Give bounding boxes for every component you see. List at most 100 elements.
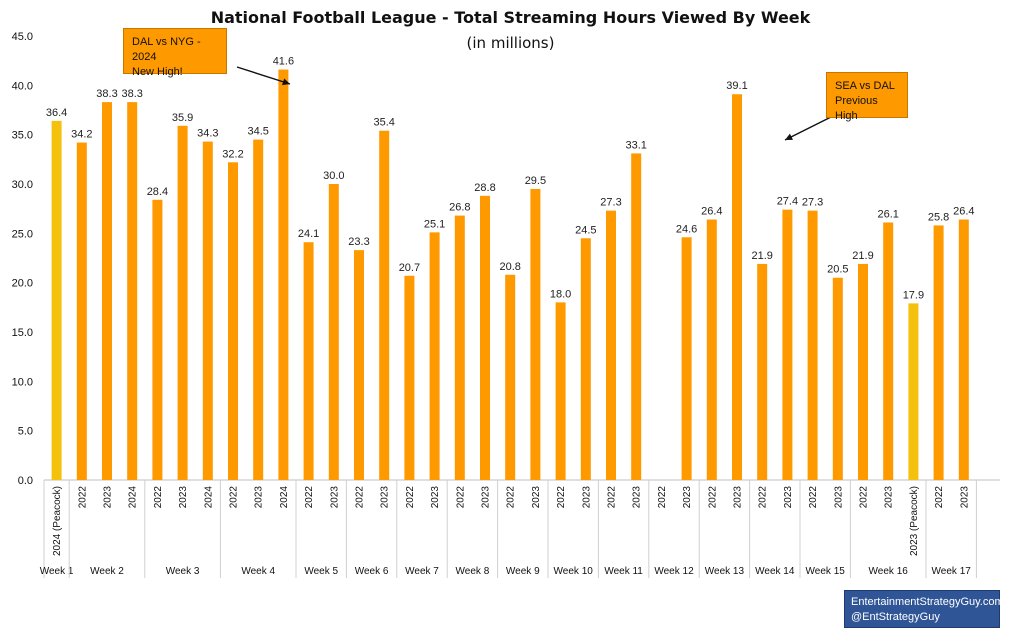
callout-previous-high: SEA vs DAL Previous High xyxy=(826,72,908,122)
bar xyxy=(278,69,289,481)
data-label: 25.1 xyxy=(424,218,445,230)
bar xyxy=(177,125,188,480)
x-category-label: Week 9 xyxy=(506,566,540,577)
bar xyxy=(807,210,818,480)
arrow-new-high-head xyxy=(282,78,290,86)
x-subcategory-label: 2024 (Peacock) xyxy=(52,486,63,556)
x-subcategory-label: 2022 xyxy=(607,486,618,509)
bar xyxy=(454,215,465,480)
x-subcategory-label: 2024 xyxy=(203,486,214,509)
bar xyxy=(732,94,742,481)
y-tick-label: 10.0 xyxy=(12,376,33,388)
callout-previous-high-line-1: SEA vs DAL xyxy=(835,80,895,92)
x-subcategory-label: 2023 xyxy=(581,486,592,509)
x-subcategory-label: 2023 xyxy=(632,486,643,509)
data-label: 24.1 xyxy=(298,228,319,240)
x-subcategory-label: 2022 xyxy=(808,486,819,509)
x-category-label: Week 2 xyxy=(90,566,124,577)
x-subcategory-label: 2022 xyxy=(859,486,870,509)
data-label: 34.3 xyxy=(197,128,218,140)
x-category-label: Week 4 xyxy=(241,566,275,577)
bar xyxy=(958,219,969,480)
data-label: 32.2 xyxy=(222,148,243,160)
x-subcategory-label: 2023 xyxy=(430,486,441,509)
bar xyxy=(202,141,213,480)
bar xyxy=(228,162,238,480)
bar xyxy=(505,274,516,480)
x-subcategory-label: 2022 xyxy=(506,486,517,509)
bar xyxy=(379,130,390,480)
x-category-label: Week 5 xyxy=(304,566,338,577)
bar xyxy=(253,139,264,480)
x-category-label: Week 11 xyxy=(604,566,643,577)
data-label: 26.4 xyxy=(701,206,722,218)
x-category-label: Week 16 xyxy=(869,566,909,577)
data-label: 20.8 xyxy=(499,261,520,273)
x-category-label: Week 17 xyxy=(932,566,972,577)
arrow-previous-high-shaft xyxy=(784,115,834,141)
data-label: 41.6 xyxy=(273,56,294,68)
data-label: 27.4 xyxy=(777,196,798,208)
chart-subtitle: (in millions) xyxy=(466,34,555,52)
x-subcategory-label: 2024 xyxy=(128,486,139,509)
x-category-label: Week 7 xyxy=(405,566,439,577)
bar xyxy=(555,302,566,480)
data-label: 38.3 xyxy=(121,88,142,100)
data-label: 35.4 xyxy=(373,117,394,129)
credit-box: EntertainmentStrategyGuy.com @EntStrateg… xyxy=(844,590,1004,628)
data-label: 25.8 xyxy=(928,211,949,223)
bar xyxy=(933,225,944,480)
x-category-label: Week 6 xyxy=(355,566,389,577)
data-label: 27.3 xyxy=(600,197,621,209)
y-tick-label: 30.0 xyxy=(12,179,33,191)
x-subcategory-label: 2022 xyxy=(934,486,945,509)
bar xyxy=(681,237,692,480)
x-subcategory-label: 2023 xyxy=(783,486,794,509)
x-subcategory-label: 2023 xyxy=(833,486,844,509)
x-subcategory-label: 2022 xyxy=(405,486,416,509)
x-subcategory-label: 2022 xyxy=(556,486,567,509)
x-subcategory-label: 2022 xyxy=(77,486,88,509)
bar xyxy=(303,242,314,480)
bar xyxy=(782,209,793,481)
x-subcategory-label: 2023 xyxy=(884,486,895,509)
data-label: 34.5 xyxy=(247,126,268,138)
data-label: 28.4 xyxy=(147,186,168,198)
x-category-label: Week 1 xyxy=(40,566,74,577)
x-subcategory-label: 2023 xyxy=(682,486,693,509)
x-subcategory-label: 2023 xyxy=(481,486,492,509)
data-label: 30.0 xyxy=(323,170,344,182)
bar xyxy=(606,210,616,480)
bar xyxy=(908,303,919,480)
bar xyxy=(480,195,490,480)
arrow-previous-high-head xyxy=(785,133,793,140)
y-tick-label: 20.0 xyxy=(12,278,33,290)
data-label: 18.0 xyxy=(550,288,571,300)
bar xyxy=(631,153,642,480)
x-subcategory-label: 2022 xyxy=(229,486,240,509)
x-subcategory-label: 2022 xyxy=(758,486,769,509)
y-tick-label: 45.0 xyxy=(12,31,33,43)
x-category-label: Week 8 xyxy=(456,566,490,577)
bar xyxy=(51,120,62,480)
x-subcategory-label: 2022 xyxy=(455,486,466,509)
data-label: 23.3 xyxy=(348,236,369,248)
x-subcategory-label: 2022 xyxy=(355,486,366,509)
data-label: 24.5 xyxy=(575,224,596,236)
x-subcategory-label: 2023 xyxy=(733,486,744,509)
bar xyxy=(883,222,894,481)
bar xyxy=(858,263,868,480)
x-subcategory-label: 2023 xyxy=(329,486,340,509)
bar xyxy=(354,250,364,480)
bar xyxy=(580,238,591,480)
bar xyxy=(530,188,541,480)
credit-handle: @EntStrategyGuy xyxy=(851,611,940,623)
credit-website: EntertainmentStrategyGuy.com xyxy=(851,596,1004,608)
x-category-label: Week 15 xyxy=(806,566,846,577)
data-label: 34.2 xyxy=(71,129,92,141)
y-tick-label: 35.0 xyxy=(12,130,33,142)
x-subcategory-label: 2022 xyxy=(153,486,164,509)
y-tick-label: 25.0 xyxy=(12,228,33,240)
data-label: 21.9 xyxy=(852,250,873,262)
